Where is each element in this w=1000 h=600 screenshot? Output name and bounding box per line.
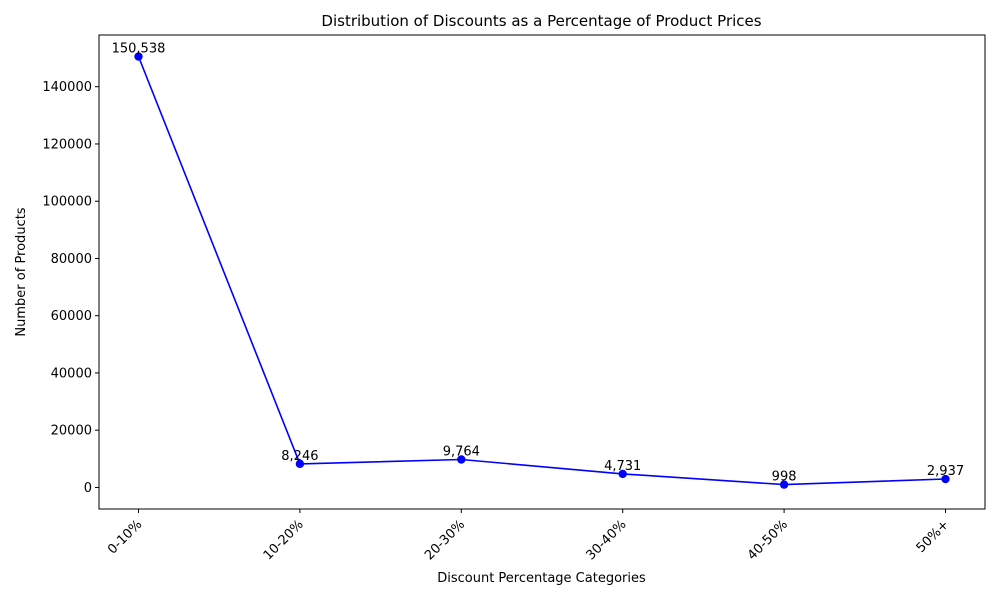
x-tick-label: 40-50% bbox=[745, 517, 791, 563]
y-tick-label: 40000 bbox=[51, 366, 92, 381]
data-label: 9,764 bbox=[443, 445, 480, 460]
data-point bbox=[295, 459, 305, 469]
data-label: 998 bbox=[772, 470, 797, 485]
data-label: 4,731 bbox=[604, 459, 641, 474]
data-labels: 150,538 8,246 9,764 4,731 998 2,937 bbox=[112, 42, 964, 485]
data-point bbox=[134, 52, 143, 61]
y-axis-title: Number of Products bbox=[14, 207, 29, 336]
data-label: 150,538 bbox=[112, 42, 166, 57]
data-point bbox=[618, 469, 627, 479]
x-tick-label: 50%+ bbox=[914, 517, 953, 556]
y-tick-label: 140000 bbox=[42, 80, 92, 95]
data-point bbox=[779, 480, 789, 489]
chart-title: Distribution of Discounts as a Percentag… bbox=[321, 12, 761, 30]
x-axis-title: Discount Percentage Categories bbox=[437, 571, 646, 586]
y-tick-label: 20000 bbox=[51, 424, 92, 439]
data-label: 2,937 bbox=[927, 464, 964, 479]
plot-area bbox=[98, 34, 986, 510]
y-tick-label: 80000 bbox=[51, 252, 92, 267]
y-tick-label: 100000 bbox=[42, 195, 92, 210]
x-tick-label: 30-40% bbox=[583, 517, 629, 563]
y-tick-label: 0 bbox=[84, 481, 92, 496]
y-tick-label: 120000 bbox=[42, 137, 92, 152]
x-tick-label: 20-30% bbox=[422, 517, 468, 563]
series-line bbox=[134, 52, 950, 489]
y-axis-ticks: 0 20000 40000 60000 80000 100000 120000 140000 bbox=[42, 80, 99, 496]
data-label: 8,246 bbox=[281, 449, 318, 464]
x-tick-label: 10-20% bbox=[261, 517, 307, 563]
series-line-path bbox=[137, 56, 946, 486]
y-tick-label: 60000 bbox=[51, 309, 92, 324]
data-point bbox=[941, 474, 950, 484]
x-axis-ticks: 0-10% 10-20% 20-30% 30-40% 40-50% 50%+ bbox=[105, 509, 952, 563]
data-point bbox=[457, 455, 466, 464]
x-tick-label: 0-10% bbox=[105, 517, 145, 557]
